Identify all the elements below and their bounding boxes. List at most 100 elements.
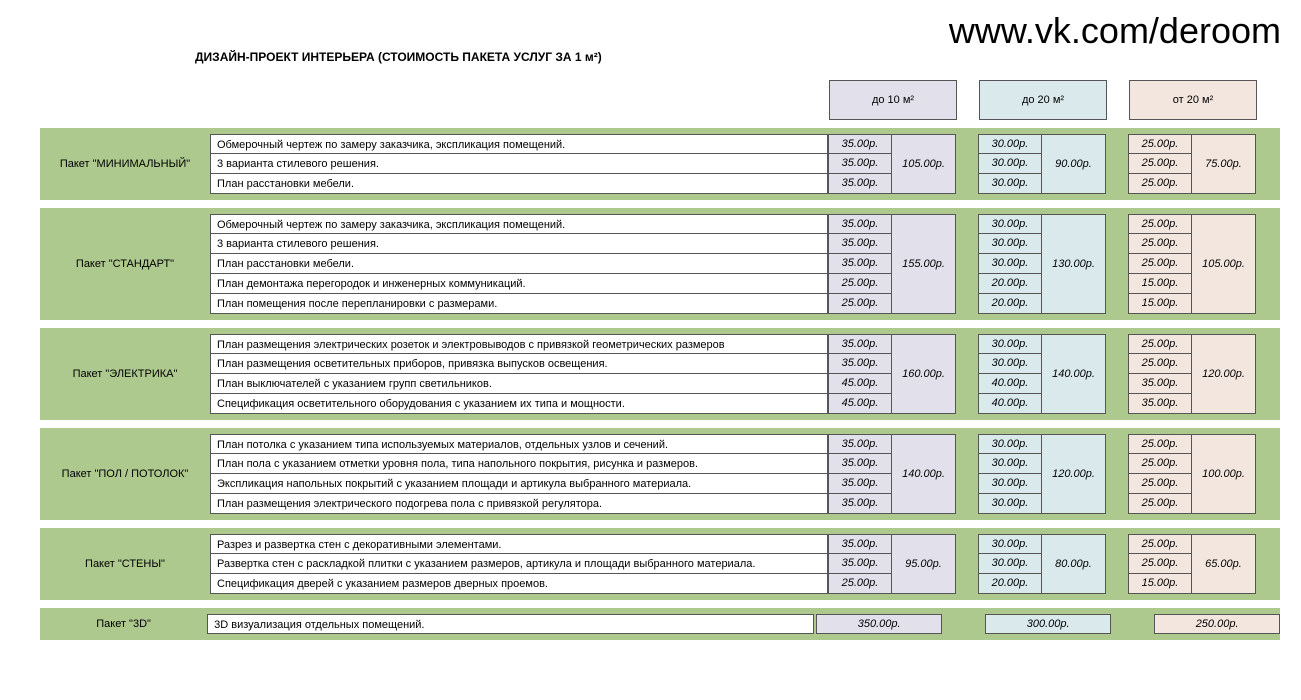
price-cell: 35.00р.: [1128, 374, 1192, 394]
price-column: 30.00р.30.00р.30.00р.30.00р.: [978, 434, 1042, 514]
items-column: Обмерочный чертеж по замеру заказчика, э…: [210, 214, 828, 314]
tier-header-a: до 10 м²: [829, 80, 957, 120]
price-cell: 15.00р.: [1128, 274, 1192, 294]
price-column: 35.00р.35.00р.25.00р.: [828, 534, 892, 594]
item-description: Разрез и развертка стен с декоративными …: [210, 534, 828, 554]
price-cell: 25.00р.: [1128, 494, 1192, 514]
package-label: Пакет "ПОЛ / ПОТОЛОК": [40, 434, 210, 514]
price-cell: 30.00р.: [978, 554, 1042, 574]
total-cell: 160.00р.: [892, 334, 956, 414]
tier-total-c: 250.00р.: [1154, 614, 1280, 634]
package-row: Пакет "МИНИМАЛЬНЫЙ"Обмерочный чертеж по …: [40, 128, 1280, 200]
package-row: Пакет "СТАНДАРТ"Обмерочный чертеж по зам…: [40, 208, 1280, 320]
price-cell: 30.00р.: [978, 214, 1042, 234]
price-cell: 25.00р.: [1128, 134, 1192, 154]
price-column: 25.00р.25.00р.35.00р.35.00р.: [1128, 334, 1192, 414]
item-description: План потолка с указанием типа используем…: [210, 434, 828, 454]
price-column: 35.00р.35.00р.45.00р.45.00р.: [828, 334, 892, 414]
price-cell: 25.00р.: [1128, 334, 1192, 354]
tier-block-a: 35.00р.35.00р.35.00р.105.00р.: [828, 134, 956, 194]
price-cell: 45.00р.: [828, 374, 892, 394]
price-cell: 35.00р.: [828, 474, 892, 494]
item-description: План выключателей с указанием групп свет…: [210, 374, 828, 394]
price-cell: 300.00р.: [985, 614, 1111, 634]
tier-total-b: 300.00р.: [985, 614, 1111, 634]
item-description: Обмерочный чертеж по замеру заказчика, э…: [210, 214, 828, 234]
price-cell: 35.00р.: [828, 214, 892, 234]
price-column: 25.00р.25.00р.25.00р.25.00р.: [1128, 434, 1192, 514]
price-cell: 20.00р.: [978, 294, 1042, 314]
total-cell: 80.00р.: [1042, 534, 1106, 594]
package-row: Пакет "3D"3D визуализация отдельных поме…: [40, 608, 1280, 640]
tier-block-c: 25.00р.25.00р.25.00р.75.00р.: [1128, 134, 1256, 194]
total-cell: 95.00р.: [892, 534, 956, 594]
item-description: План расстановки мебели.: [210, 254, 828, 274]
price-cell: 250.00р.: [1154, 614, 1280, 634]
price-column: 30.00р.30.00р.30.00р.: [978, 134, 1042, 194]
tier-header-b: до 20 м²: [979, 80, 1107, 120]
price-cell: 35.00р.: [1128, 394, 1192, 414]
total-cell: 130.00р.: [1042, 214, 1106, 314]
item-description: Спецификация дверей с указанием размеров…: [210, 574, 828, 594]
tier-header-c: от 20 м²: [1129, 80, 1257, 120]
price-cell: 25.00р.: [1128, 254, 1192, 274]
price-cell: 40.00р.: [978, 394, 1042, 414]
tier-block-c: 25.00р.25.00р.25.00р.15.00р.15.00р.105.0…: [1128, 214, 1256, 314]
total-cell: 65.00р.: [1192, 534, 1256, 594]
price-cell: 30.00р.: [978, 234, 1042, 254]
item-description: Обмерочный чертеж по замеру заказчика, э…: [210, 134, 828, 154]
price-cell: 350.00р.: [816, 614, 942, 634]
total-cell: 90.00р.: [1042, 134, 1106, 194]
items-column: План размещения электрических розеток и …: [210, 334, 828, 414]
price-cell: 35.00р.: [828, 534, 892, 554]
page-url: www.vk.com/deroom: [949, 10, 1281, 52]
total-cell: 105.00р.: [892, 134, 956, 194]
item-description: 3D визуализация отдельных помещений.: [207, 614, 814, 634]
tier-block-a: 35.00р.35.00р.25.00р.95.00р.: [828, 534, 956, 594]
price-cell: 25.00р.: [828, 294, 892, 314]
price-column: 25.00р.25.00р.15.00р.: [1128, 534, 1192, 594]
total-cell: 140.00р.: [892, 434, 956, 514]
tier-headers: до 10 м² до 20 м² от 20 м²: [829, 80, 1257, 120]
price-column: 25.00р.25.00р.25.00р.: [1128, 134, 1192, 194]
price-cell: 25.00р.: [1128, 214, 1192, 234]
item-description: План помещения после перепланировки с ра…: [210, 294, 828, 314]
package-label: Пакет "ЭЛЕКТРИКА": [40, 334, 210, 414]
tier-block-c: 25.00р.25.00р.35.00р.35.00р.120.00р.: [1128, 334, 1256, 414]
total-cell: 155.00р.: [892, 214, 956, 314]
price-cell: 35.00р.: [828, 494, 892, 514]
price-cell: 25.00р.: [1128, 534, 1192, 554]
total-cell: 140.00р.: [1042, 334, 1106, 414]
price-cell: 25.00р.: [1128, 234, 1192, 254]
item-description: План пола с указанием отметки уровня пол…: [210, 454, 828, 474]
item-description: План размещения электрических розеток и …: [210, 334, 828, 354]
price-cell: 25.00р.: [828, 274, 892, 294]
price-column: 35.00р.35.00р.35.00р.25.00р.25.00р.: [828, 214, 892, 314]
item-description: План демонтажа перегородок и инженерных …: [210, 274, 828, 294]
price-cell: 40.00р.: [978, 374, 1042, 394]
price-cell: 25.00р.: [1128, 454, 1192, 474]
total-cell: 75.00р.: [1192, 134, 1256, 194]
price-cell: 35.00р.: [828, 354, 892, 374]
tier-block-a: 35.00р.35.00р.35.00р.25.00р.25.00р.155.0…: [828, 214, 956, 314]
price-cell: 30.00р.: [978, 494, 1042, 514]
package-row: Пакет "ЭЛЕКТРИКА"План размещения электри…: [40, 328, 1280, 420]
package-label: Пакет "МИНИМАЛЬНЫЙ": [40, 134, 210, 194]
price-cell: 35.00р.: [828, 454, 892, 474]
price-cell: 35.00р.: [828, 154, 892, 174]
price-column: 30.00р.30.00р.20.00р.: [978, 534, 1042, 594]
price-cell: 35.00р.: [828, 434, 892, 454]
items-column: Разрез и развертка стен с декоративными …: [210, 534, 828, 594]
price-cell: 35.00р.: [828, 254, 892, 274]
price-cell: 35.00р.: [828, 174, 892, 194]
items-column: Обмерочный чертеж по замеру заказчика, э…: [210, 134, 828, 194]
item-description: План размещения электрического подогрева…: [210, 494, 828, 514]
price-cell: 45.00р.: [828, 394, 892, 414]
package-row: Пакет "СТЕНЫ"Разрез и развертка стен с д…: [40, 528, 1280, 600]
tier-block-c: 25.00р.25.00р.15.00р.65.00р.: [1128, 534, 1256, 594]
price-cell: 30.00р.: [978, 254, 1042, 274]
price-cell: 30.00р.: [978, 354, 1042, 374]
price-cell: 30.00р.: [978, 334, 1042, 354]
tier-block-b: 30.00р.30.00р.30.00р.20.00р.20.00р.130.0…: [978, 214, 1106, 314]
total-cell: 120.00р.: [1042, 434, 1106, 514]
